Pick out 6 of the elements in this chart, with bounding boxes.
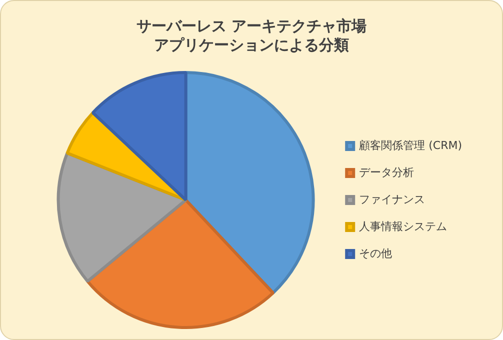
legend-label: その他 (359, 246, 392, 260)
chart-title: サーバーレス アーキテクチャ市場アプリケーションによる分類 (135, 17, 368, 55)
legend-label: ファイナンス (359, 192, 426, 206)
legend-label: データ分析 (359, 166, 414, 179)
legend-label: 人事情報システム (359, 220, 448, 233)
legend-label: 顧客関係管理 (CRM) (359, 138, 462, 152)
